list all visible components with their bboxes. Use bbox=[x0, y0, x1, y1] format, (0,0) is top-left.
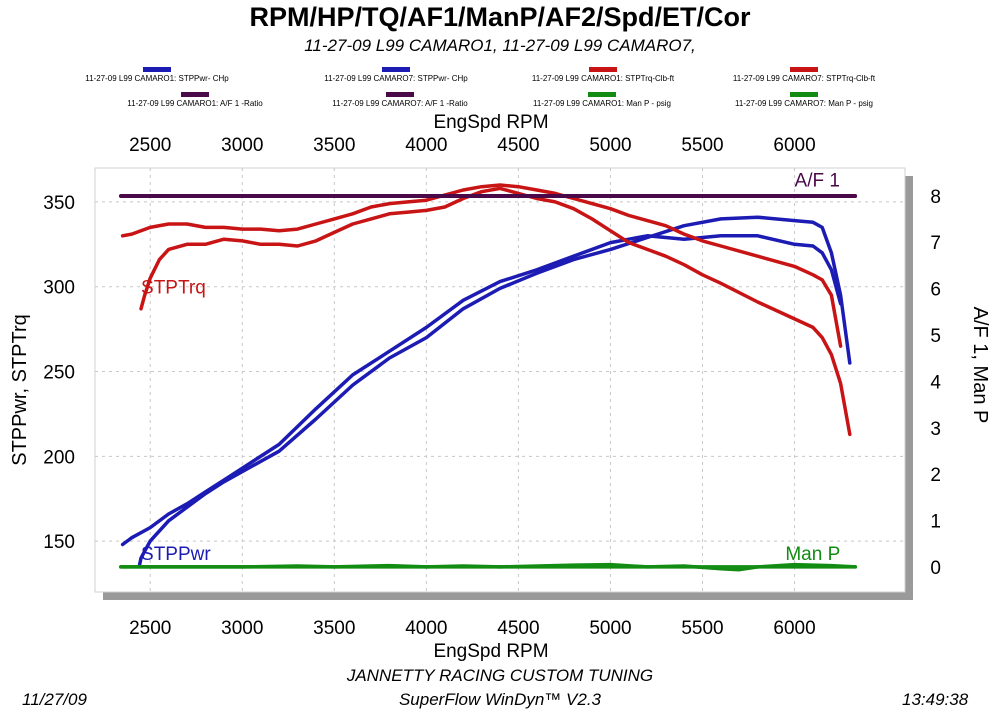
legend-swatch bbox=[181, 92, 209, 97]
legend-item: 11-27-09 L99 CAMARO7: STPTrq-Clb-ft bbox=[704, 67, 904, 83]
legend-swatch bbox=[143, 67, 171, 72]
legend-item: 11-27-09 L99 CAMARO1: STPTrq-Clb-ft bbox=[503, 67, 703, 83]
x-tick-label-bottom: 3500 bbox=[313, 618, 355, 639]
x-tick-label-top: 2500 bbox=[129, 135, 171, 156]
y-tick-label-left: 250 bbox=[43, 363, 75, 384]
y-tick-label-right: 7 bbox=[930, 233, 941, 254]
x-axis-label-top: EngSpd RPM bbox=[433, 112, 548, 133]
legend-swatch bbox=[790, 92, 818, 97]
y-tick-label-right: 0 bbox=[930, 558, 941, 579]
chart-title: RPM/HP/TQ/AF1/ManP/AF2/Spd/ET/Cor bbox=[249, 2, 751, 32]
legend-item: 11-27-09 L99 CAMARO7: Man P - psig bbox=[704, 92, 904, 108]
x-tick-label-bottom: 4500 bbox=[497, 618, 539, 639]
legend-label: 11-27-09 L99 CAMARO1: STPPwr- CHp bbox=[85, 74, 229, 83]
legend-label: 11-27-09 L99 CAMARO7: A/F 1 -Ratio bbox=[332, 99, 468, 108]
series-line bbox=[137, 215, 852, 569]
x-tick-label-top: 4000 bbox=[405, 135, 447, 156]
shop-name: JANNETTY RACING CUSTOM TUNING bbox=[346, 666, 654, 685]
series-line bbox=[120, 183, 843, 348]
y-tick-label-left: 200 bbox=[43, 447, 75, 468]
y-axis-label-left: STPPwr, STPTrq bbox=[9, 314, 31, 466]
x-tick-label-top: 3500 bbox=[313, 135, 355, 156]
x-tick-label-bottom: 5500 bbox=[681, 618, 723, 639]
legend-item: 11-27-09 L99 CAMARO1: STPPwr- CHp bbox=[57, 67, 257, 83]
legend-label: 11-27-09 L99 CAMARO7: Man P - psig bbox=[735, 99, 873, 108]
legend-item: 11-27-09 L99 CAMARO7: A/F 1 -Ratio bbox=[300, 92, 500, 108]
y-axis-label-right: A/F 1, Man P bbox=[969, 307, 991, 424]
y-tick-label-left: 150 bbox=[43, 532, 75, 553]
series-annotation: Man P bbox=[785, 544, 840, 565]
legend-swatch bbox=[382, 67, 410, 72]
series-annotation: STPPwr bbox=[141, 544, 211, 565]
y-tick-label-right: 2 bbox=[930, 465, 941, 486]
y-tick-label-left: 300 bbox=[43, 278, 75, 299]
y-tick-label-right: 4 bbox=[930, 372, 941, 393]
y-tick-label-right: 3 bbox=[930, 419, 941, 440]
y-tick-label-right: 8 bbox=[930, 187, 941, 208]
report-time: 13:49:38 bbox=[902, 690, 969, 709]
legend-swatch bbox=[386, 92, 414, 97]
y-tick-label-right: 6 bbox=[930, 280, 941, 301]
report-date: 11/27/09 bbox=[22, 690, 87, 709]
x-tick-label-top: 5000 bbox=[589, 135, 631, 156]
legend-label: 11-27-09 L99 CAMARO1: A/F 1 -Ratio bbox=[127, 99, 263, 108]
legend-label: 11-27-09 L99 CAMARO7: STPPwr- CHp bbox=[324, 74, 468, 83]
legend-swatch bbox=[790, 67, 818, 72]
series-annotation: A/F 1 bbox=[795, 171, 840, 192]
y-tick-label-right: 5 bbox=[930, 326, 941, 347]
legend-label: 11-27-09 L99 CAMARO7: STPTrq-Clb-ft bbox=[732, 74, 876, 83]
series-annotation: STPTrq bbox=[141, 278, 206, 299]
legend-label: 11-27-09 L99 CAMARO1: STPTrq-Clb-ft bbox=[531, 74, 675, 83]
legend-swatch bbox=[588, 92, 616, 97]
x-tick-label-bottom: 5000 bbox=[589, 618, 631, 639]
x-tick-label-bottom: 4000 bbox=[405, 618, 447, 639]
legend-swatch bbox=[589, 67, 617, 72]
x-tick-label-top: 3000 bbox=[221, 135, 263, 156]
legend-item: 11-27-09 L99 CAMARO1: Man P - psig bbox=[502, 92, 702, 108]
x-tick-label-top: 5500 bbox=[681, 135, 723, 156]
x-tick-label-bottom: 2500 bbox=[129, 618, 171, 639]
x-axis-label-bottom: EngSpd RPM bbox=[433, 641, 548, 662]
legend-label: 11-27-09 L99 CAMARO1: Man P - psig bbox=[533, 99, 671, 108]
x-tick-label-top: 4500 bbox=[497, 135, 539, 156]
x-tick-label-top: 6000 bbox=[773, 135, 815, 156]
chart-subtitle: 11-27-09 L99 CAMARO1, 11-27-09 L99 CAMAR… bbox=[304, 36, 696, 55]
x-tick-label-bottom: 3000 bbox=[221, 618, 263, 639]
legend-item: 11-27-09 L99 CAMARO1: A/F 1 -Ratio bbox=[95, 92, 295, 108]
plot-area bbox=[94, 167, 906, 593]
series-line bbox=[120, 234, 843, 547]
software-version: SuperFlow WinDyn™ V2.3 bbox=[398, 690, 602, 709]
x-tick-label-bottom: 6000 bbox=[773, 618, 815, 639]
y-tick-label-left: 350 bbox=[43, 193, 75, 214]
y-tick-label-right: 1 bbox=[930, 512, 941, 533]
legend-item: 11-27-09 L99 CAMARO7: STPPwr- CHp bbox=[296, 67, 496, 83]
